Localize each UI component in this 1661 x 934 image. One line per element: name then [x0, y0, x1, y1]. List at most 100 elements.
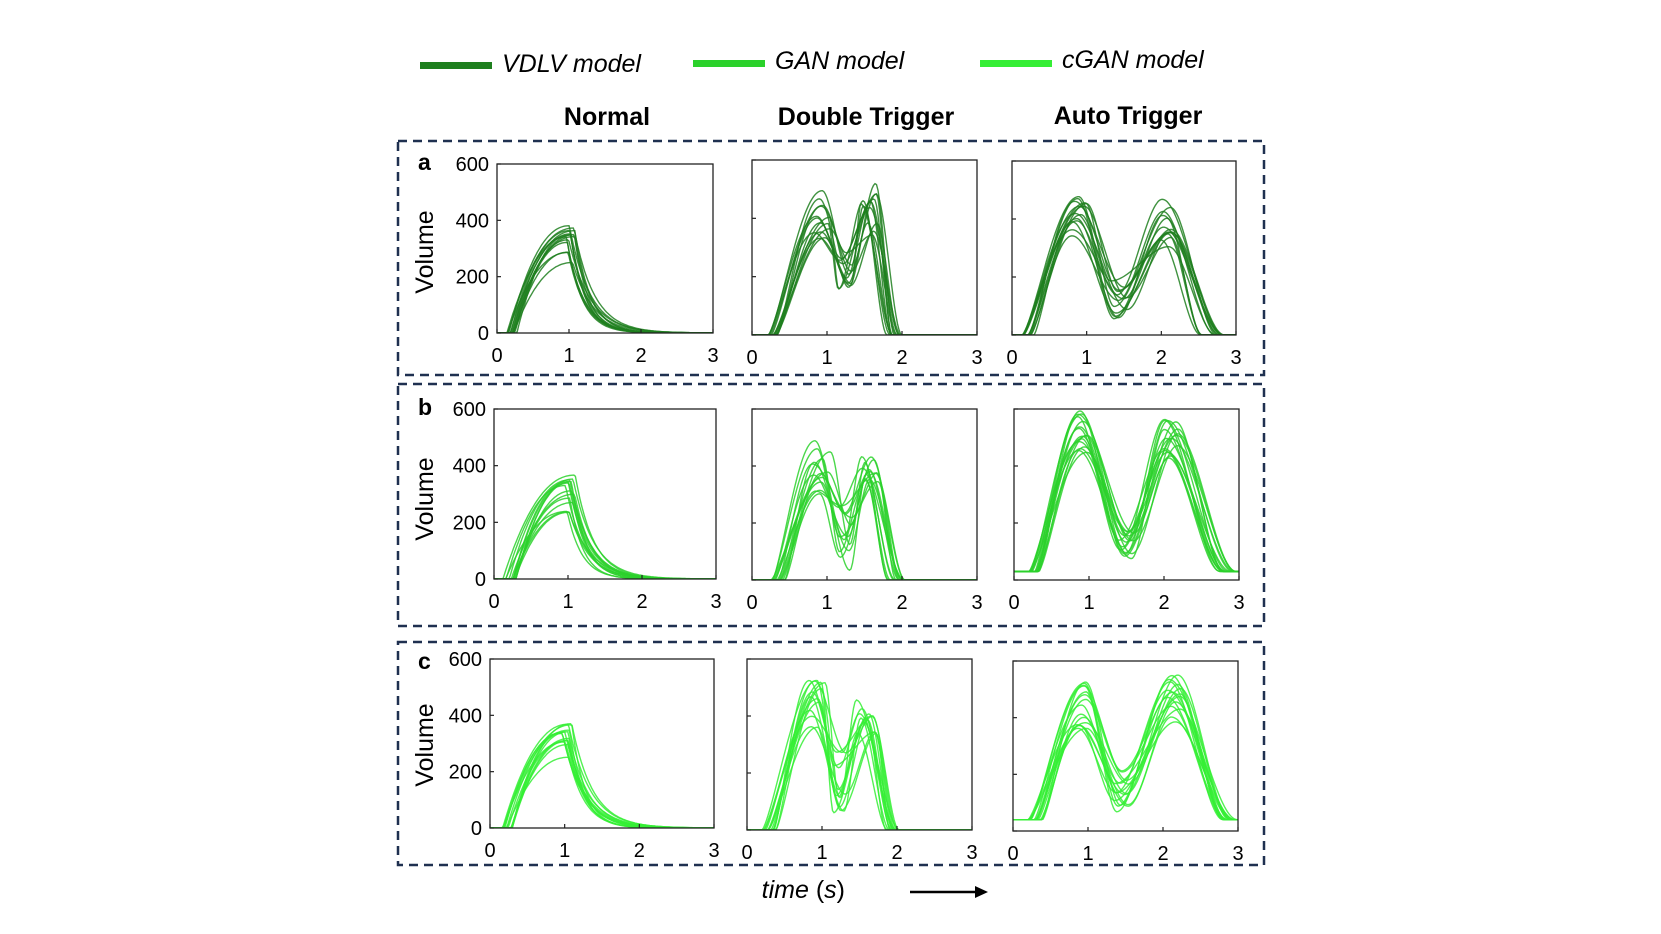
x-tick-label: 3 [710, 591, 721, 613]
series-line-cgan-model [747, 681, 972, 830]
y-tick-label: 400 [456, 210, 489, 232]
x-tick-label: 0 [741, 842, 752, 864]
series-line-gan-model [1014, 433, 1239, 573]
x-axis-label-prefix: time [762, 876, 809, 904]
panel-b-double-trigger: 0 1 2 3 [746, 408, 983, 614]
y-tick-label: 600 [449, 649, 482, 671]
x-tick-label: 2 [891, 842, 902, 864]
x-tick-label: 0 [1006, 347, 1017, 369]
series-line-cgan-model [747, 709, 972, 830]
series-line-gan-model [1014, 413, 1239, 573]
legend-swatch-vdlv [420, 62, 492, 69]
plot-frame [489, 658, 715, 829]
series-traces [752, 439, 977, 580]
y-tick-label: 400 [453, 456, 486, 478]
panel-c-auto-trigger: 0 1 2 3 [1007, 660, 1244, 865]
y-axis-label-a: Volume [411, 210, 439, 293]
x-tick-label: 0 [1008, 592, 1019, 614]
x-tick-label: 0 [746, 347, 757, 369]
plot-frame [751, 159, 978, 336]
y-tick-label: 0 [475, 569, 486, 591]
series-line-cgan-model [490, 732, 714, 828]
panel-b-normal: 0 1 2 3 0 200 400 600 [453, 399, 722, 613]
series-traces [1013, 674, 1238, 821]
y-axis-label-c: Volume [411, 703, 439, 786]
series-traces [747, 679, 972, 830]
series-traces [1012, 196, 1236, 335]
legend-swatch-cgan [980, 60, 1052, 67]
panel-a-auto-trigger: 0 1 2 3 [1006, 160, 1242, 369]
column-title-normal: Normal [564, 103, 650, 131]
y-tick-label: 600 [456, 154, 489, 176]
legend: VDLV model GAN model cGAN model [420, 46, 1205, 78]
x-tick-label: 2 [634, 840, 645, 862]
x-tick-label: 1 [1083, 592, 1094, 614]
plot-frame [493, 408, 717, 580]
plot-frame [1013, 408, 1240, 581]
x-tick-label: 3 [971, 347, 982, 369]
x-axis-label-unit: s [824, 876, 837, 904]
series-line-gan-model [752, 456, 977, 580]
x-tick-label: 3 [971, 592, 982, 614]
series-line-vdlv-model [752, 202, 977, 335]
series-line-cgan-model [747, 679, 972, 830]
series-line-cgan-model [747, 701, 972, 830]
x-tick-label: 0 [1007, 843, 1018, 865]
series-line-cgan-model [1013, 698, 1238, 821]
series-line-vdlv-model [1012, 217, 1236, 335]
y-axis-label-b: Volume [411, 457, 439, 540]
y-tick-label: 200 [456, 267, 489, 289]
row-frame-c [396, 640, 1266, 867]
series-traces [490, 722, 714, 828]
plot-frame [1011, 160, 1237, 336]
series-line-cgan-model [747, 681, 972, 830]
series-line-cgan-model [1013, 688, 1238, 821]
x-tick-label: 0 [484, 840, 495, 862]
x-tick-label: 3 [708, 840, 719, 862]
column-title-double-trigger: Double Trigger [778, 103, 955, 131]
series-line-cgan-model [747, 712, 972, 830]
legend-label-vdlv: VDLV model [502, 50, 642, 78]
y-tick-label: 600 [453, 399, 486, 421]
column-title-auto-trigger: Auto Trigger [1054, 102, 1203, 130]
x-tick-label: 0 [491, 345, 502, 367]
series-line-cgan-model [747, 726, 972, 830]
legend-label-cgan: cGAN model [1062, 46, 1205, 74]
x-tick-label: 2 [1157, 843, 1168, 865]
x-axis-label: time (s) [762, 876, 845, 904]
series-line-gan-model [494, 497, 716, 579]
x-axis-label-suffix: ) [837, 876, 845, 904]
x-tick-label: 1 [1082, 843, 1093, 865]
x-tick-label: 1 [1081, 347, 1092, 369]
series-line-gan-model [1014, 434, 1239, 573]
series-line-cgan-model [1013, 683, 1238, 821]
x-tick-label: 1 [563, 345, 574, 367]
series-line-cgan-model [1013, 716, 1238, 821]
series-line-gan-model [752, 439, 977, 580]
panel-c-normal: 0 1 2 3 0 200 400 600 [449, 649, 720, 862]
y-tick-label: 0 [478, 323, 489, 345]
series-line-gan-model [752, 467, 977, 580]
x-tick-label: 2 [896, 592, 907, 614]
panel-a-normal: 0 1 2 3 0 200 400 600 [456, 154, 719, 367]
series-traces [497, 224, 713, 333]
series-line-cgan-model [747, 696, 972, 830]
series-line-gan-model [752, 471, 977, 580]
x-tick-label: 1 [559, 840, 570, 862]
series-line-gan-model [1014, 418, 1239, 573]
series-line-vdlv-model [752, 215, 977, 335]
series-line-gan-model [1014, 413, 1239, 573]
x-axis-title: time (s) [762, 876, 988, 904]
series-line-gan-model [752, 461, 977, 580]
series-line-cgan-model [490, 729, 714, 828]
x-tick-label: 1 [562, 591, 573, 613]
series-line-vdlv-model [752, 189, 977, 335]
row-label-c: c [418, 648, 431, 674]
series-line-vdlv-model [752, 198, 977, 335]
y-tick-label: 0 [471, 818, 482, 840]
series-line-vdlv-model [1012, 213, 1236, 335]
x-tick-label: 2 [1156, 347, 1167, 369]
y-tick-label: 200 [449, 762, 482, 784]
